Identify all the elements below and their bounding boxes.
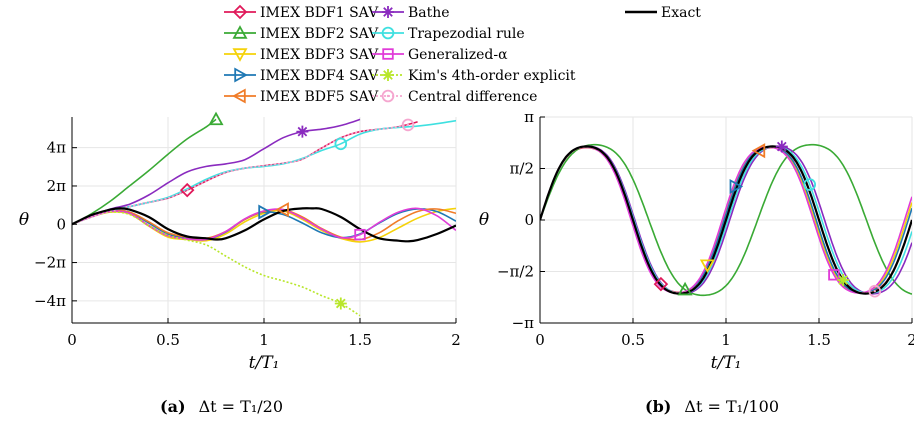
series-line — [72, 118, 361, 225]
x-axis-label: t/T₁ — [249, 353, 280, 373]
series-marker — [775, 140, 788, 153]
legend-label: Bathe — [408, 5, 450, 21]
x-tick-label: 0.5 — [621, 331, 645, 349]
legend-entry: Kim's 4th-order explicit — [372, 68, 576, 84]
y-tick-label: −π — [512, 314, 535, 332]
series-marker — [803, 178, 816, 191]
y-tick-label: 0 — [524, 211, 534, 229]
y-axis-label: θ — [479, 210, 489, 230]
legend-entry: IMEX BDF2 SAV — [224, 25, 379, 42]
legend-label: Trapezodial rule — [408, 26, 525, 42]
series-marker — [275, 202, 289, 218]
series-marker — [334, 297, 347, 310]
series-marker — [837, 274, 850, 287]
legend-marker — [232, 88, 246, 104]
series-line — [72, 211, 361, 317]
y-tick-label: π — [524, 108, 534, 126]
legend-marker — [382, 48, 394, 60]
series-marker — [699, 259, 715, 274]
series-marker — [868, 284, 882, 298]
legend-entry: Trapezodial rule — [372, 26, 525, 42]
series-marker — [828, 269, 840, 281]
legend-label: IMEX BDF2 SAV — [260, 26, 379, 42]
x-tick-label: 1.5 — [348, 331, 372, 349]
series-marker — [258, 204, 272, 220]
legend-label: IMEX BDF5 SAV — [260, 89, 379, 105]
series-marker — [354, 228, 366, 241]
x-tick-label: 0 — [535, 331, 545, 349]
series-marker — [208, 111, 224, 126]
series-marker — [677, 281, 693, 296]
plot-area — [540, 143, 912, 297]
series-marker — [751, 143, 766, 159]
legend-marker — [232, 48, 248, 62]
captions: (a) Δt = T₁/20 (b) Δt = T₁/100 — [160, 397, 779, 416]
panel-b: 0 0.5 1 1.5 2 −π −π/2 0 π/2 π t/T₁ θ — [479, 108, 914, 373]
legend-entry: IMEX BDF1 SAV — [224, 4, 379, 21]
y-tick-label: −π/2 — [497, 263, 534, 281]
y-tick-label: π/2 — [510, 160, 534, 178]
x-tick-label: 0 — [67, 331, 77, 349]
series-line — [540, 143, 912, 297]
panel-a: 0 0.5 1 1.5 2 −4π −2π 0 2π 4π t/T₁ θ — [19, 111, 461, 373]
series-marker — [401, 118, 415, 132]
y-tick-label: 4π — [47, 139, 67, 157]
x-tick-label: 1.5 — [807, 331, 831, 349]
series-marker — [334, 137, 348, 151]
legend-marker — [381, 26, 395, 40]
y-axis-label: θ — [19, 210, 29, 230]
legend-marker — [382, 6, 394, 18]
series-line — [72, 118, 217, 225]
x-tick-label: 2 — [907, 331, 914, 349]
series-marker — [296, 125, 309, 138]
legend-entry: Exact — [625, 5, 701, 21]
legend-label: Generalized-α — [408, 47, 508, 63]
y-tick-label: 2π — [47, 177, 67, 195]
series-marker — [653, 276, 669, 292]
x-tick-label: 1 — [259, 331, 269, 349]
caption-b: (b) Δt = T₁/100 — [645, 397, 779, 416]
legend-entry: Central difference — [372, 89, 537, 105]
y-tick-label: 0 — [56, 215, 66, 233]
x-tick-label: 1 — [721, 331, 731, 349]
legend-entry: IMEX BDF4 SAV — [224, 67, 379, 84]
legend-entry: Generalized-α — [372, 47, 508, 63]
legend-entry: IMEX BDF5 SAV — [224, 88, 379, 105]
legend-marker — [232, 4, 248, 20]
legend-entry: IMEX BDF3 SAV — [224, 47, 379, 63]
legend-marker — [382, 69, 394, 81]
series-line — [72, 207, 456, 241]
legend-marker — [232, 25, 248, 39]
legend-label: IMEX BDF4 SAV — [260, 68, 379, 84]
y-tick-label: −2π — [34, 254, 66, 272]
legend-label: IMEX BDF3 SAV — [260, 47, 379, 63]
plot-area — [72, 118, 456, 317]
legend-label: Exact — [661, 5, 701, 21]
x-tick-label: 2 — [451, 331, 461, 349]
series-line — [540, 146, 912, 294]
x-tick-label: 0.5 — [156, 331, 180, 349]
series-line — [72, 124, 409, 226]
legend-label: IMEX BDF1 SAV — [260, 5, 379, 21]
series-line — [540, 145, 912, 295]
legend: IMEX BDF1 SAV IMEX BDF2 SAV IMEX BDF3 SAV I… — [224, 4, 701, 105]
legend-marker — [234, 67, 248, 83]
legend-marker — [381, 89, 395, 103]
x-axis-label: t/T₁ — [711, 353, 742, 373]
series-marker — [179, 182, 195, 198]
legend-label: Central difference — [408, 89, 537, 105]
legend-entry: Bathe — [372, 5, 450, 21]
legend-label: Kim's 4th-order explicit — [408, 68, 576, 84]
y-tick-label: −4π — [34, 292, 66, 310]
series-line — [72, 207, 456, 243]
series-marker — [729, 178, 744, 195]
caption-a: (a) Δt = T₁/20 — [160, 397, 283, 416]
